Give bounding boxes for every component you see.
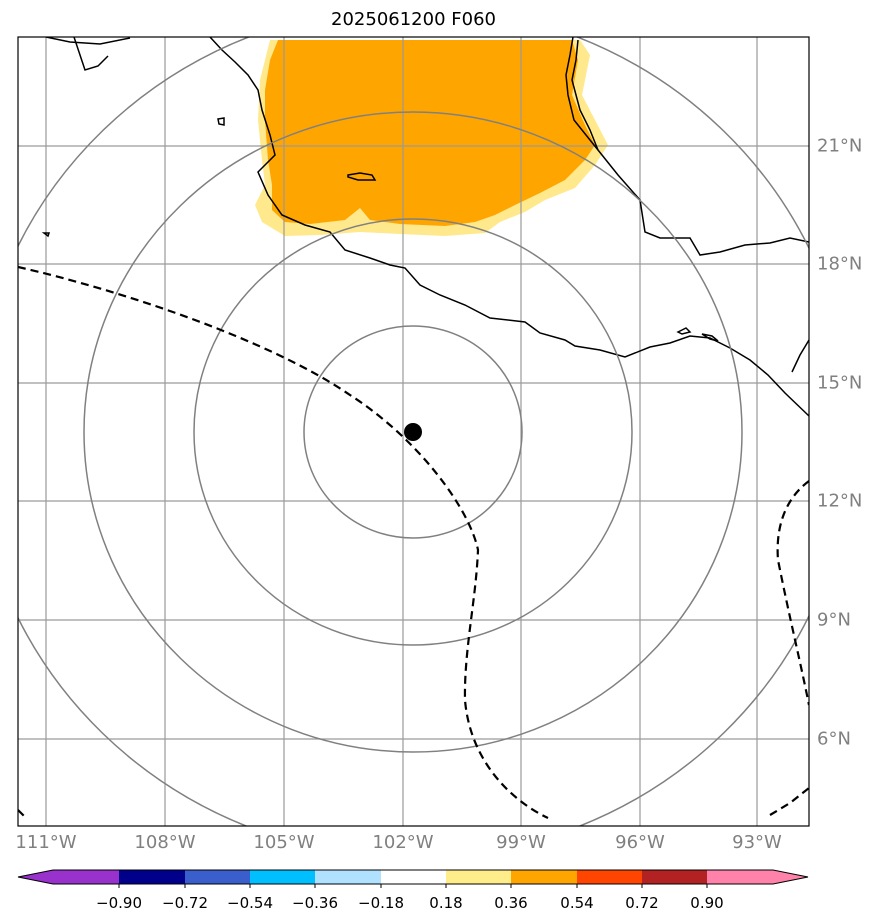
colorbar bbox=[17, 869, 809, 888]
lon-label-102w: 102°W bbox=[372, 832, 434, 853]
graticule bbox=[18, 37, 809, 826]
map-title: 2025061200 F060 bbox=[331, 9, 496, 30]
colorbar-tick-label: −0.90 bbox=[96, 894, 142, 912]
colorbar-tick-label: 0.18 bbox=[429, 894, 463, 912]
lat-label-9n: 9°N bbox=[817, 609, 851, 631]
colorbar-tick-label: 0.54 bbox=[560, 894, 594, 912]
colorbar-tick-label: 0.90 bbox=[690, 894, 724, 912]
colorbar-tick-label: −0.18 bbox=[358, 894, 404, 912]
lon-label-105w: 105°W bbox=[253, 832, 315, 853]
filled-field-core bbox=[265, 40, 595, 226]
lon-label-111w: 111°W bbox=[15, 832, 77, 853]
lon-label-99w: 99°W bbox=[496, 832, 546, 853]
lon-label-93w: 93°W bbox=[732, 832, 782, 853]
lat-label-21n: 21°N bbox=[817, 135, 863, 157]
lat-label-18n: 18°N bbox=[817, 253, 863, 275]
lon-label-108w: 108°W bbox=[134, 832, 196, 853]
colorbar-tick-label: 0.36 bbox=[494, 894, 528, 912]
dashed-contours bbox=[18, 265, 809, 819]
lat-label-6n: 6°N bbox=[817, 728, 851, 750]
lat-label-15n: 15°N bbox=[817, 372, 863, 394]
coastlines bbox=[41, 37, 809, 417]
storm-center-marker bbox=[404, 423, 422, 441]
lat-label-12n: 12°N bbox=[817, 490, 863, 512]
plot-frame bbox=[17, 36, 810, 827]
colorbar-tick-label: −0.54 bbox=[227, 894, 273, 912]
lon-label-96w: 96°W bbox=[615, 832, 665, 853]
range-rings bbox=[18, 37, 809, 826]
colorbar-tick-label: −0.72 bbox=[162, 894, 208, 912]
colorbar-tick-label: −0.36 bbox=[292, 894, 338, 912]
colorbar-tick-label: 0.72 bbox=[625, 894, 659, 912]
